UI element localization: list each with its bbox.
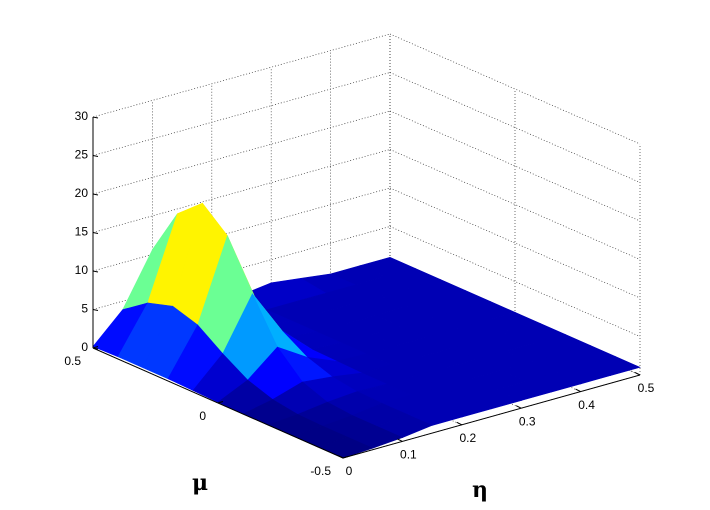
tick-mark <box>217 401 224 404</box>
tick-mark <box>634 372 641 376</box>
tick-mark <box>337 455 344 459</box>
y-tick-label: 0 <box>199 409 206 423</box>
y-tick-label: 0.5 <box>64 354 81 368</box>
grid-line <box>92 72 391 156</box>
x-tick-label: 0.5 <box>638 381 655 395</box>
tick-mark <box>92 270 99 273</box>
x-tick-label: 0 <box>346 464 353 478</box>
grid-line <box>389 72 641 183</box>
z-tick-label: 20 <box>75 186 89 200</box>
x-tick-label: 0.2 <box>459 431 476 445</box>
grid-line <box>389 110 641 222</box>
z-tick-label: 0 <box>81 340 88 354</box>
tick-mark <box>515 405 522 409</box>
tick-mark <box>92 232 99 234</box>
x-tick-label: 0.1 <box>400 448 417 462</box>
tick-mark <box>92 346 99 349</box>
x-axis-label: η <box>472 477 488 503</box>
y-axis-label: μ <box>192 470 208 496</box>
x-tick-label: 0.3 <box>519 414 536 428</box>
grid-line <box>389 226 641 337</box>
z-tick-label: 10 <box>75 263 89 277</box>
tick-mark <box>92 193 99 196</box>
z-tick-label: 30 <box>75 109 89 123</box>
tick-mark <box>92 155 99 157</box>
grid-line <box>389 33 641 145</box>
x-axis <box>342 374 641 459</box>
tick-mark <box>456 421 463 426</box>
x-tick-label: 0.4 <box>578 398 595 412</box>
grid-line <box>389 149 641 260</box>
y-tick-label: -0.5 <box>310 464 331 478</box>
tick-mark <box>92 309 99 311</box>
grid-line <box>92 110 391 195</box>
tick-mark <box>342 456 349 459</box>
tick-mark <box>575 388 581 393</box>
z-tick-label: 25 <box>75 148 89 162</box>
grid-line <box>92 33 391 118</box>
grid-line <box>92 149 391 233</box>
tick-mark <box>92 116 99 119</box>
grid-line <box>389 187 641 299</box>
grid-line <box>92 187 391 272</box>
z-tick-label: 15 <box>75 225 89 239</box>
z-tick-label: 5 <box>81 302 88 316</box>
tick-mark <box>397 438 403 442</box>
